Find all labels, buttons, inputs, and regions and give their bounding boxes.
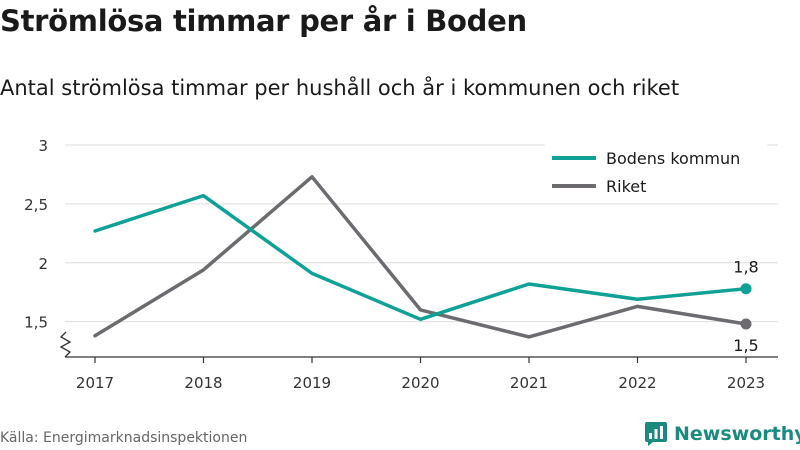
y-tick-label: 2,5 [24, 196, 48, 214]
chart-subtitle: Antal strömlösa timmar per hushåll och å… [0, 76, 680, 100]
newsworthy-brand: Newsworthy [644, 419, 800, 449]
legend: Bodens kommun Riket [545, 143, 767, 203]
newsworthy-logo-icon [645, 422, 667, 446]
series-line-bodens-kommun [93, 193, 748, 322]
x-tick-label: 2019 [293, 374, 331, 392]
y-tick-label: 2 [38, 255, 48, 273]
x-tick-label: 2018 [184, 374, 222, 392]
chart-title: Strömlösa timmar per år i Boden [0, 4, 527, 38]
series-end-point-riket [740, 318, 752, 330]
x-axis [59, 331, 778, 363]
axis-break-mark [59, 331, 72, 358]
series-line-riket [93, 175, 748, 339]
brand-name: Newsworthy [674, 423, 800, 445]
line-chart: 1,5 2 2,5 3 1,8 1,5 2017 2018 2019 2020 2021 2022… [24, 137, 778, 392]
y-tick-label: 1,5 [24, 314, 48, 332]
x-tick-label: 2020 [401, 374, 439, 392]
legend-box [545, 143, 767, 203]
x-tick-label: 2022 [618, 374, 656, 392]
legend-label: Bodens kommun [606, 149, 740, 168]
source-note: Källa: Energimarknadsinspektionen [0, 430, 248, 446]
x-tick-label: 2017 [76, 374, 114, 392]
legend-label: Riket [606, 177, 646, 196]
x-tick-label: 2021 [510, 374, 548, 392]
x-axis-tick-labels: 2017 2018 2019 2020 2021 2022 2023 [76, 374, 765, 392]
y-tick-label: 3 [38, 137, 48, 155]
y-axis-tick-labels: 1,5 2 2,5 3 [24, 137, 48, 332]
series-lines: 1,8 1,5 [93, 175, 759, 355]
series-end-point-bodens-kommun [740, 283, 752, 295]
data-label-riket: 1,5 [733, 336, 758, 355]
x-tick-label: 2023 [727, 374, 765, 392]
data-label-bodens-kommun: 1,8 [733, 258, 758, 277]
